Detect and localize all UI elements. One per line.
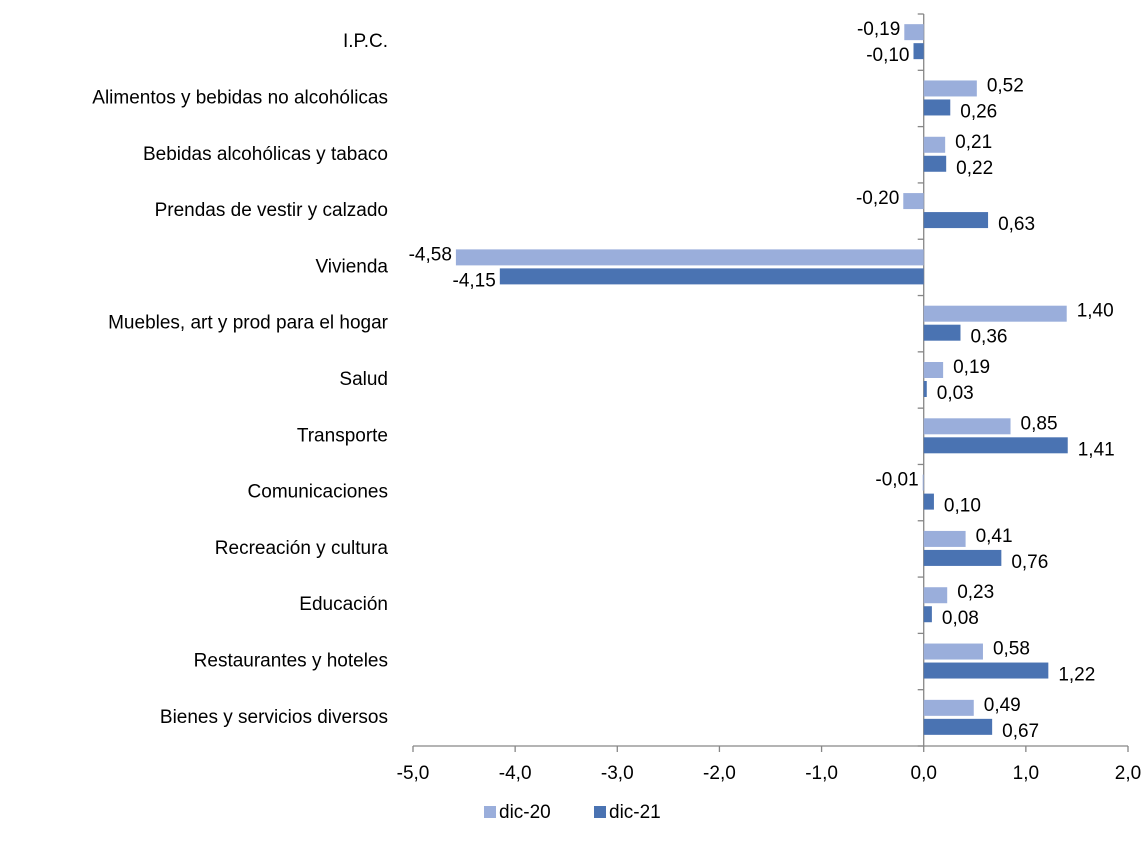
bar bbox=[923, 212, 989, 229]
bar bbox=[903, 193, 924, 210]
value-label: 0,85 bbox=[1021, 413, 1058, 434]
category-label: Bebidas alcohólicas y tabaco bbox=[143, 144, 388, 165]
category-label: Salud bbox=[339, 369, 388, 390]
x-tick-label: 0,0 bbox=[911, 763, 937, 784]
category-label: Educación bbox=[299, 594, 388, 615]
value-label: 0,26 bbox=[960, 101, 997, 122]
value-label: 0,03 bbox=[937, 383, 974, 404]
legend-label: dic-21 bbox=[609, 802, 661, 823]
value-label: -0,19 bbox=[857, 19, 900, 40]
value-label: 0,67 bbox=[1002, 721, 1039, 742]
bar bbox=[922, 474, 924, 491]
bar bbox=[923, 80, 977, 97]
value-label: 0,76 bbox=[1011, 552, 1048, 573]
bar bbox=[923, 99, 951, 116]
value-label: 0,10 bbox=[944, 496, 981, 517]
bar bbox=[923, 493, 934, 510]
category-label: Bienes y servicios diversos bbox=[160, 707, 388, 728]
bar bbox=[923, 305, 1067, 322]
value-label: -0,01 bbox=[875, 470, 918, 491]
x-tick-label: 1,0 bbox=[1013, 763, 1039, 784]
bar bbox=[923, 699, 974, 716]
bar bbox=[923, 418, 1011, 435]
x-tick-label: -2,0 bbox=[703, 763, 736, 784]
bar bbox=[904, 24, 924, 41]
value-label: 0,49 bbox=[984, 695, 1021, 716]
value-label: -4,15 bbox=[453, 270, 496, 291]
category-label: I.P.C. bbox=[343, 31, 388, 52]
legend-label: dic-20 bbox=[499, 802, 551, 823]
bar bbox=[923, 437, 1068, 454]
category-label: Transporte bbox=[297, 425, 388, 446]
value-label: 0,58 bbox=[993, 639, 1030, 660]
category-label: Recreación y cultura bbox=[215, 538, 389, 559]
category-label: Muebles, art y prod para el hogar bbox=[108, 313, 389, 334]
value-label: 0,21 bbox=[955, 132, 992, 153]
value-label: 0,36 bbox=[970, 327, 1007, 348]
bar bbox=[923, 549, 1002, 566]
bar bbox=[923, 718, 993, 735]
value-label: 0,08 bbox=[942, 608, 979, 629]
bar bbox=[923, 362, 944, 378]
category-label: Comunicaciones bbox=[248, 482, 388, 503]
value-label: 1,22 bbox=[1058, 665, 1095, 686]
x-tick-label: -5,0 bbox=[397, 763, 430, 784]
category-label: Restaurantes y hoteles bbox=[194, 651, 388, 672]
legend-swatch bbox=[484, 806, 496, 818]
value-label: 0,41 bbox=[976, 526, 1013, 547]
bar bbox=[923, 530, 966, 547]
category-label: Prendas de vestir y calzado bbox=[155, 200, 388, 221]
legend-swatch bbox=[594, 806, 606, 818]
bar bbox=[923, 381, 927, 397]
value-label: 1,41 bbox=[1078, 439, 1115, 460]
x-tick-label: 2,0 bbox=[1115, 763, 1141, 784]
bar bbox=[923, 587, 948, 604]
value-label: 0,22 bbox=[956, 158, 993, 179]
bar bbox=[923, 324, 961, 341]
value-label: 0,19 bbox=[953, 357, 990, 378]
value-label: -0,10 bbox=[866, 45, 909, 66]
x-tick-label: -1,0 bbox=[805, 763, 838, 784]
x-tick-label: -3,0 bbox=[601, 763, 634, 784]
bar bbox=[923, 136, 946, 153]
value-label: -0,20 bbox=[856, 188, 899, 209]
value-label: 0,23 bbox=[957, 582, 994, 603]
bar bbox=[923, 662, 1049, 679]
bar bbox=[923, 643, 983, 660]
category-label: Vivienda bbox=[315, 256, 388, 277]
value-label: 1,40 bbox=[1077, 301, 1114, 322]
bar bbox=[455, 249, 924, 266]
bar bbox=[923, 606, 932, 623]
value-label: 0,52 bbox=[987, 75, 1024, 96]
bar bbox=[913, 43, 924, 60]
bar bbox=[499, 268, 924, 285]
category-label: Alimentos y bebidas no alcohólicas bbox=[92, 87, 388, 108]
x-tick-label: -4,0 bbox=[499, 763, 532, 784]
bar bbox=[923, 155, 947, 172]
value-label: 0,63 bbox=[998, 214, 1035, 235]
value-label: -4,58 bbox=[409, 244, 452, 265]
